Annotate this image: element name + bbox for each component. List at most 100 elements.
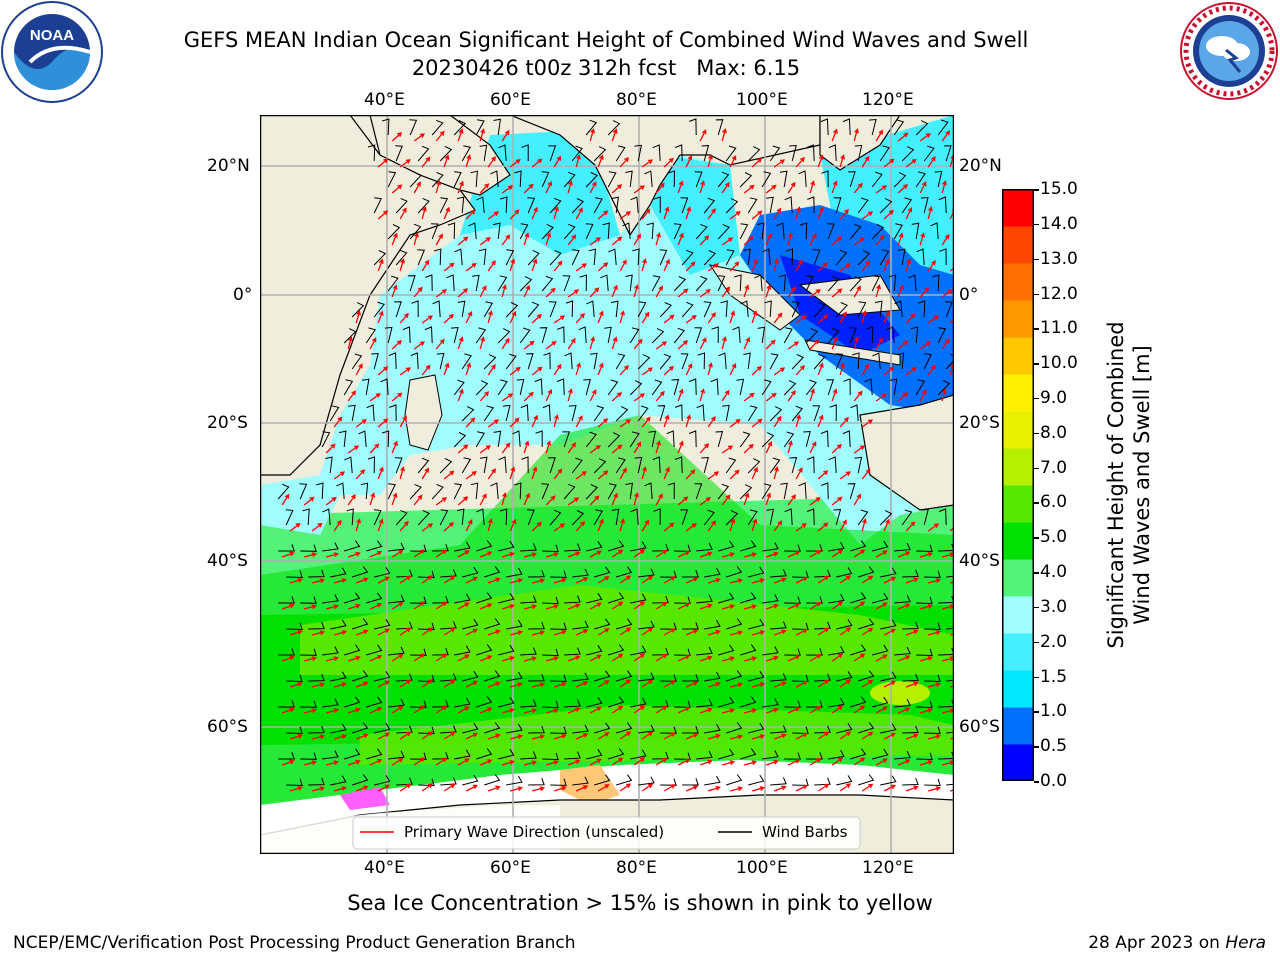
wind-barb xyxy=(638,724,655,734)
wave-arrow xyxy=(831,601,844,610)
wave-arrow xyxy=(685,206,692,220)
wave-arrow xyxy=(817,414,824,428)
wind-barb xyxy=(644,170,653,188)
wave-arrow xyxy=(949,318,954,324)
wind-barb xyxy=(711,326,719,344)
wave-arrow xyxy=(391,440,398,454)
wind-barb xyxy=(360,482,369,500)
wave-arrow xyxy=(611,128,618,142)
wind-barb xyxy=(748,566,765,578)
wind-barb xyxy=(277,483,290,500)
wind-barb xyxy=(828,541,845,552)
wave-arrow xyxy=(817,362,824,376)
wind-barb xyxy=(778,274,787,292)
wind-barb xyxy=(850,748,867,760)
wave-arrow xyxy=(875,185,887,194)
wind-barb xyxy=(440,569,457,578)
wind-barb xyxy=(766,196,774,214)
wave-arrow xyxy=(479,128,486,142)
wave-arrow xyxy=(839,311,847,324)
wind-barb xyxy=(799,222,808,240)
wave-arrow xyxy=(699,551,713,558)
wave-arrow xyxy=(853,757,866,766)
wave-arrow xyxy=(479,603,493,610)
footer-branch: NCEP/EMC/Verification Post Processing Pr… xyxy=(13,933,576,953)
wind-barb xyxy=(638,568,655,578)
wave-arrow xyxy=(465,628,478,636)
wave-arrow xyxy=(817,206,824,220)
wave-arrow xyxy=(399,466,405,480)
wave-arrow xyxy=(787,551,801,558)
wind-barb xyxy=(682,674,699,682)
wave-arrow xyxy=(435,497,447,506)
wave-arrow xyxy=(465,732,478,740)
colorbar-tick-mark xyxy=(1034,258,1039,261)
wind-barb xyxy=(431,483,444,500)
wave-arrow xyxy=(509,417,520,428)
wave-arrow xyxy=(523,391,534,402)
wave-arrow xyxy=(281,759,295,766)
wave-arrow xyxy=(729,210,741,220)
wind-barb xyxy=(740,748,757,760)
wind-barb xyxy=(725,198,739,214)
wave-arrow xyxy=(655,653,668,662)
wave-arrow xyxy=(677,654,691,662)
wind-barb xyxy=(695,275,708,292)
wave-arrow xyxy=(875,393,887,402)
wave-arrow xyxy=(619,679,632,688)
wind-barb xyxy=(322,646,339,656)
wind-barb xyxy=(849,223,862,240)
wind-barb xyxy=(833,197,842,214)
colorbar-swatch xyxy=(1002,189,1034,227)
colorbar-tick: 10.0 xyxy=(1040,353,1078,374)
wave-arrow xyxy=(722,760,736,766)
wind-barb xyxy=(527,249,540,266)
wave-arrow xyxy=(611,705,624,714)
wind-barb xyxy=(616,722,633,734)
wave-arrow xyxy=(457,288,469,298)
wave-arrow xyxy=(334,578,348,584)
wave-arrow xyxy=(465,784,478,792)
wind-barb xyxy=(572,620,589,630)
wave-arrow xyxy=(457,550,470,558)
wind-barb xyxy=(308,569,325,578)
wind-barb xyxy=(762,248,771,266)
wave-arrow xyxy=(479,759,493,766)
wind-barb xyxy=(886,326,895,344)
wind-barb xyxy=(776,222,785,240)
wave-arrow xyxy=(487,363,496,376)
wave-arrow xyxy=(853,445,865,454)
wave-arrow xyxy=(413,181,421,194)
wave-arrow xyxy=(655,232,661,246)
wind-barb xyxy=(322,698,339,708)
wind-barb xyxy=(703,301,712,318)
wave-arrow xyxy=(575,629,589,636)
wave-arrow xyxy=(567,234,577,246)
wind-barb xyxy=(720,300,728,318)
wind-barb xyxy=(366,696,383,708)
wind-barb xyxy=(519,327,531,344)
wind-barb xyxy=(625,482,633,500)
wind-barb xyxy=(924,674,941,683)
wind-barb xyxy=(572,672,589,682)
wave-arrow xyxy=(413,494,423,506)
wave-arrow xyxy=(663,732,676,740)
wave-arrow xyxy=(765,339,776,350)
wind-barb xyxy=(395,249,408,266)
wave-arrow xyxy=(509,466,516,480)
wave-arrow xyxy=(765,440,773,454)
wind-barb xyxy=(322,542,339,552)
wind-barb xyxy=(814,569,831,578)
wind-barb xyxy=(630,645,647,656)
wind-barb xyxy=(682,570,699,578)
wind-barb xyxy=(475,380,489,396)
wave-arrow xyxy=(787,707,801,714)
wave-arrow xyxy=(487,785,501,792)
wind-barb xyxy=(498,748,515,760)
wave-arrow xyxy=(479,551,493,558)
wave-arrow xyxy=(326,552,340,558)
wind-barb xyxy=(608,696,625,708)
wave-arrow xyxy=(487,211,500,220)
colorbar-tick: 8.0 xyxy=(1040,422,1068,443)
wave-arrow xyxy=(787,181,796,194)
